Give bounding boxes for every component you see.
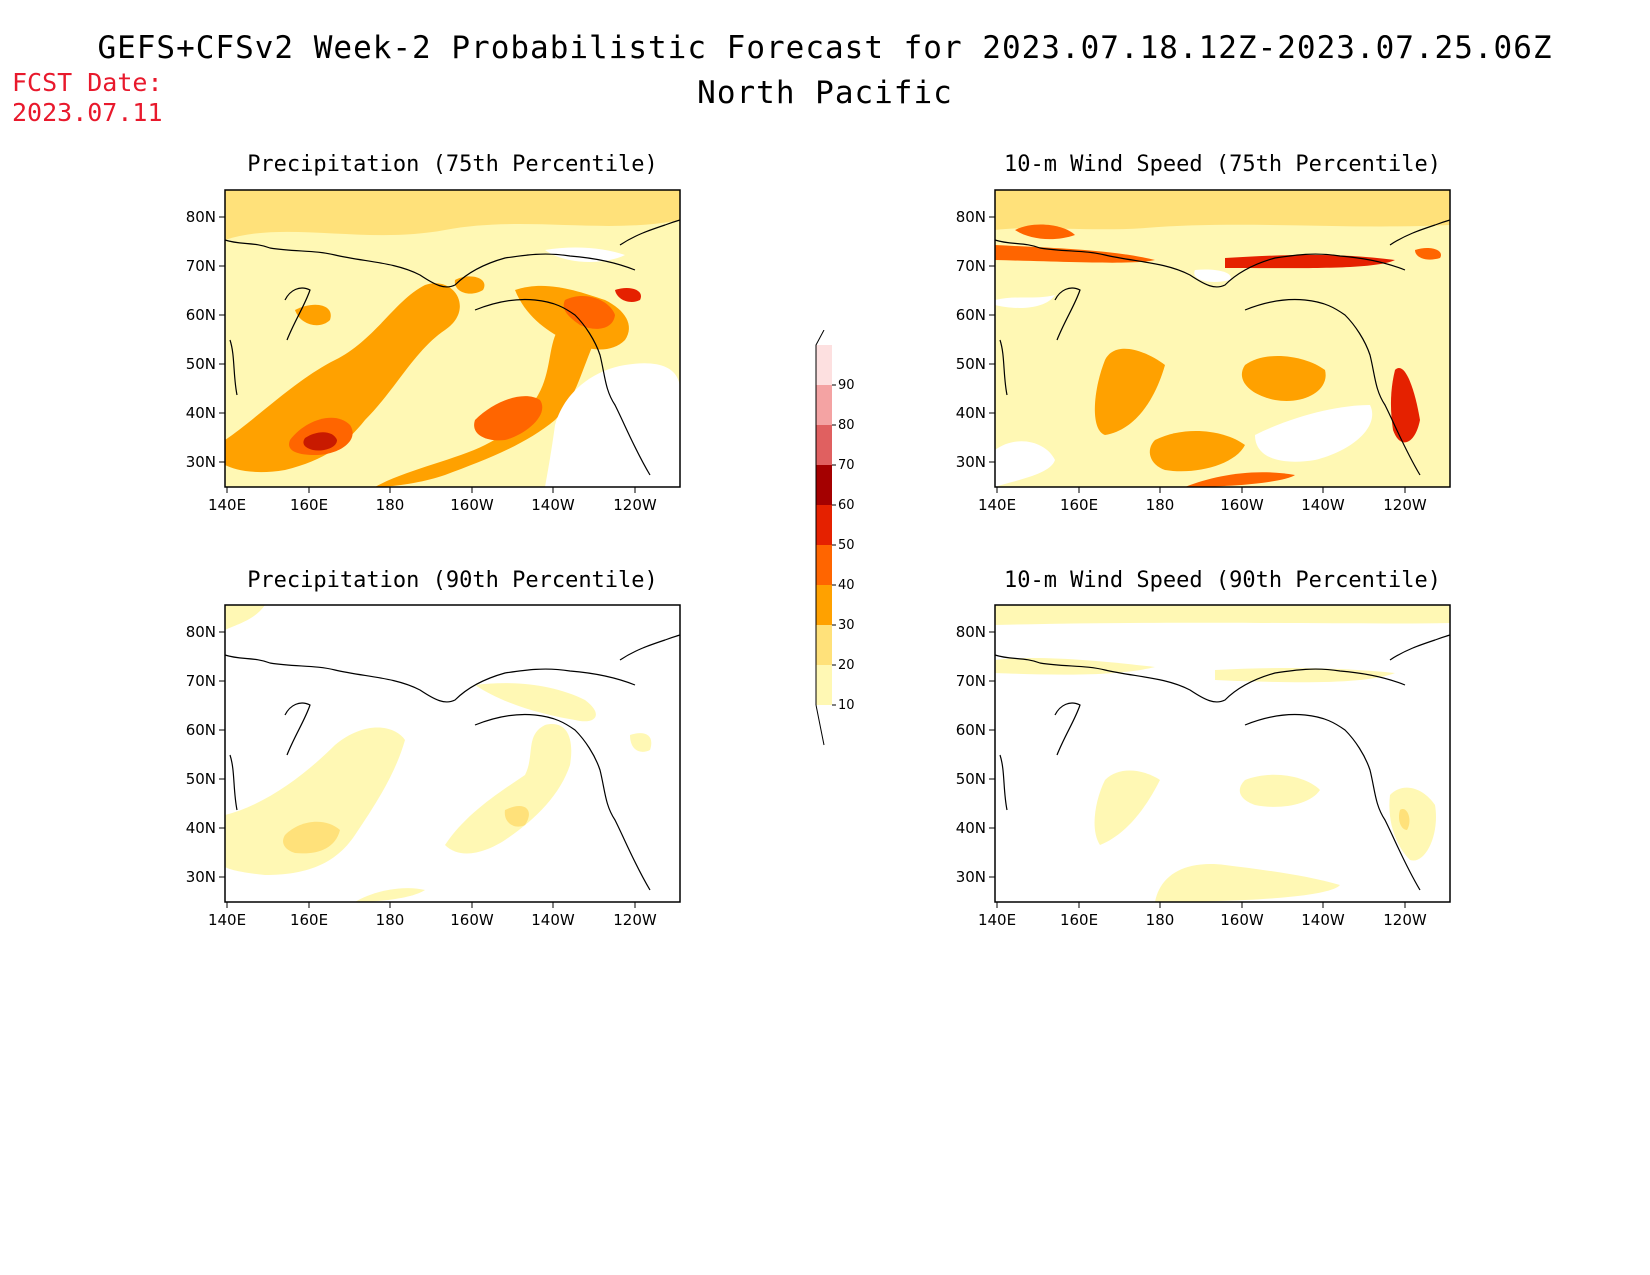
lon-tick-label: 160E	[1060, 496, 1098, 514]
lat-tick-label: 50N	[186, 355, 216, 373]
lon-tick-label: 160W	[450, 496, 494, 514]
colorbar-segment	[816, 625, 832, 665]
lon-tick-label: 140W	[531, 911, 575, 929]
lat-tick-label: 60N	[956, 306, 986, 324]
lat-tick-label: 40N	[956, 819, 986, 837]
map-panel-precip90: 80N 70N 60N 50N 40N 30N 140E 160E 180 160W 140W 120…	[186, 604, 681, 929]
panel-title-wind90: 10-m Wind Speed (90th Percentile)	[1003, 568, 1442, 593]
lon-tick-label: 120W	[613, 496, 657, 514]
colorbar-segment	[816, 665, 832, 705]
lat-tick-label: 60N	[186, 306, 216, 324]
colorbar-label: 40	[838, 578, 855, 593]
lat-tick-label: 40N	[956, 404, 986, 422]
panel-title-wind75: 10-m Wind Speed (75th Percentile)	[1003, 152, 1442, 177]
map-panel-wind90: 80N 70N 60N 50N 40N 30N 140E 160E 180 160W 140W 120…	[956, 604, 1451, 929]
lat-tick-label: 60N	[186, 721, 216, 739]
colorbar-label: 90	[838, 378, 855, 393]
lat-tick-label: 50N	[186, 770, 216, 788]
colorbar-label: 10	[838, 698, 855, 713]
coastline	[224, 219, 681, 476]
lat-tick-label: 30N	[956, 453, 986, 471]
colorbar-outline	[815, 330, 825, 746]
coastline	[994, 219, 1451, 476]
lat-tick-label: 70N	[956, 672, 986, 690]
colorbar-label: 50	[838, 538, 855, 553]
colorbar-label: 80	[838, 418, 855, 433]
lon-tick-label: 120W	[613, 911, 657, 929]
contour-fills	[995, 605, 1450, 902]
lat-tick-label: 80N	[186, 623, 216, 641]
lat-tick-label: 50N	[956, 770, 986, 788]
lon-tick-label: 160W	[1220, 496, 1264, 514]
lon-tick-label: 140E	[978, 496, 1016, 514]
colorbar: 10 20 30 40 50 60 70 80 90	[815, 330, 855, 746]
lon-tick-label: 180	[1146, 496, 1175, 514]
coastline	[224, 634, 681, 891]
lon-tick-label: 140W	[1301, 496, 1345, 514]
lon-tick-label: 160W	[1220, 911, 1264, 929]
lat-tick-label: 60N	[956, 721, 986, 739]
lon-tick-label: 160E	[290, 496, 328, 514]
coastline	[994, 634, 1451, 891]
contour-fills	[995, 190, 1450, 487]
contour-fills	[225, 190, 680, 487]
fcst-date-label: FCST Date:	[12, 68, 163, 97]
lat-tick-label: 70N	[186, 257, 216, 275]
lat-tick-label: 40N	[186, 819, 216, 837]
contour-fills	[225, 605, 652, 902]
panel-title-precip75: Precipitation (75th Percentile)	[247, 152, 658, 177]
colorbar-segment	[816, 545, 832, 585]
lon-tick-label: 180	[376, 496, 405, 514]
lat-tick-label: 80N	[956, 208, 986, 226]
forecast-title: GEFS+CFSv2 Week-2 Probabilistic Forecast…	[97, 30, 1553, 66]
lon-tick-label: 140W	[531, 496, 575, 514]
colorbar-segment	[816, 385, 832, 425]
lat-tick-label: 70N	[956, 257, 986, 275]
map-panel-wind75: 80N 70N 60N 50N 40N 30N 140E 160E 180 160W 140W 120…	[956, 189, 1451, 514]
lon-tick-label: 180	[376, 911, 405, 929]
panel-title-precip90: Precipitation (90th Percentile)	[247, 568, 658, 593]
fcst-date-value: 2023.07.11	[12, 98, 163, 127]
region-subtitle: North Pacific	[697, 75, 953, 111]
lon-tick-label: 160E	[290, 911, 328, 929]
colorbar-segment	[816, 465, 832, 505]
lat-tick-label: 80N	[186, 208, 216, 226]
lat-tick-label: 80N	[956, 623, 986, 641]
map-panel-precip75: 80N 70N 60N 50N 40N 30N 140E 160E 180 160W 140W 120…	[186, 189, 681, 514]
lon-tick-label: 140E	[208, 496, 246, 514]
lon-tick-label: 140E	[978, 911, 1016, 929]
colorbar-segment	[816, 345, 832, 385]
colorbar-label: 70	[838, 458, 855, 473]
lon-tick-label: 160W	[450, 911, 494, 929]
lat-tick-label: 70N	[186, 672, 216, 690]
lat-tick-label: 30N	[186, 453, 216, 471]
colorbar-segment	[816, 425, 832, 465]
colorbar-label: 60	[838, 498, 855, 513]
lon-tick-label: 180	[1146, 911, 1175, 929]
lon-tick-label: 140E	[208, 911, 246, 929]
lat-tick-label: 30N	[186, 868, 216, 886]
lon-tick-label: 140W	[1301, 911, 1345, 929]
colorbar-label: 20	[838, 658, 855, 673]
lon-tick-label: 120W	[1383, 496, 1427, 514]
lon-tick-label: 160E	[1060, 911, 1098, 929]
colorbar-label: 30	[838, 618, 855, 633]
lat-tick-label: 30N	[956, 868, 986, 886]
lat-tick-label: 50N	[956, 355, 986, 373]
lon-tick-label: 120W	[1383, 911, 1427, 929]
colorbar-segment	[816, 505, 832, 545]
colorbar-segment	[816, 585, 832, 625]
lat-tick-label: 40N	[186, 404, 216, 422]
